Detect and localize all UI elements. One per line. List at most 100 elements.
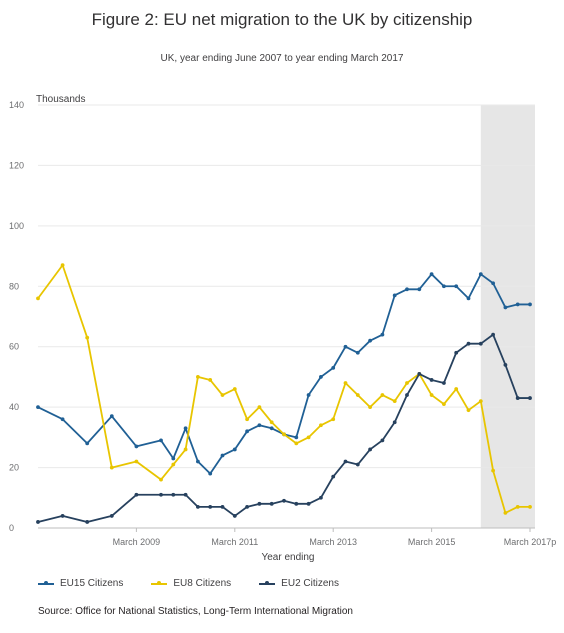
data-point-eu8 <box>466 408 471 413</box>
data-point-eu2 <box>319 495 323 500</box>
x-tick-label: March 2011 <box>211 537 258 547</box>
data-point-eu15 <box>36 405 40 410</box>
data-point-eu8 <box>306 435 311 440</box>
data-point-eu2 <box>417 372 422 376</box>
data-point-eu2 <box>36 520 40 524</box>
legend-item-eu2: EU2 Citizens <box>259 578 339 589</box>
data-point-eu2 <box>380 438 385 443</box>
data-point-eu15 <box>343 344 348 349</box>
data-point-eu15 <box>183 426 188 431</box>
data-point-eu8 <box>269 420 274 425</box>
data-point-eu15 <box>159 438 163 443</box>
data-point-eu8 <box>159 477 163 482</box>
y-tick-label: 0 <box>9 523 14 533</box>
data-point-eu15 <box>417 287 422 292</box>
data-point-eu15 <box>306 393 311 397</box>
legend-swatch-eu15 <box>38 580 54 585</box>
data-point-eu8 <box>380 393 385 397</box>
series-line-eu15 <box>37 273 530 475</box>
data-point-eu2 <box>134 492 139 497</box>
data-point-eu8 <box>528 504 532 509</box>
y-tick-label: 60 <box>9 342 19 352</box>
data-point-eu15 <box>368 338 372 343</box>
legend-item-eu8: EU8 Citizens <box>151 578 231 589</box>
data-point-eu8 <box>183 447 188 452</box>
data-point-eu8 <box>442 402 446 407</box>
legend-swatch-eu8 <box>151 580 168 585</box>
legend-label-eu2: EU2 Citizens <box>281 578 339 589</box>
legend-item-eu15: EU15 Citizens <box>38 578 123 589</box>
data-point-eu2 <box>257 501 262 506</box>
data-point-eu8 <box>515 504 520 509</box>
data-point-eu8 <box>232 387 237 391</box>
data-point-eu8 <box>282 432 286 437</box>
data-point-eu2 <box>392 420 397 425</box>
data-point-eu2 <box>491 332 495 337</box>
data-point-eu8 <box>478 399 483 403</box>
y-tick-label: 140 <box>9 100 24 110</box>
data-point-eu2 <box>171 492 176 497</box>
data-point-eu15 <box>491 281 495 286</box>
data-point-eu8 <box>85 335 90 340</box>
chart-title: Figure 2: EU net migration to the UK by … <box>91 10 473 29</box>
series-line-eu8 <box>37 264 530 514</box>
data-point-eu2 <box>109 514 114 518</box>
data-point-eu15 <box>85 441 90 446</box>
data-point-eu8 <box>491 468 495 473</box>
data-point-eu8 <box>196 375 200 379</box>
data-point-eu15 <box>208 471 213 476</box>
data-point-eu2 <box>60 514 65 518</box>
y-tick-label: 80 <box>9 281 19 291</box>
data-point-eu8 <box>319 423 323 428</box>
data-point-eu8 <box>429 393 434 397</box>
data-point-eu2 <box>528 396 532 400</box>
x-axis-label: Year ending <box>261 552 314 563</box>
data-point-eu15 <box>196 459 200 464</box>
data-point-eu2 <box>282 498 286 503</box>
provisional-shaded-region <box>480 105 535 528</box>
y-axis-label: Thousands <box>36 94 85 105</box>
legend: EU15 Citizens EU8 Citizens EU2 Citizens <box>38 578 339 589</box>
data-point-eu15 <box>220 453 225 458</box>
data-point-eu15 <box>515 302 520 307</box>
data-point-eu15 <box>331 365 336 370</box>
data-point-eu15 <box>269 426 274 431</box>
data-point-eu8 <box>134 459 139 464</box>
data-point-eu8 <box>220 393 225 397</box>
data-point-eu15 <box>392 293 397 298</box>
data-point-eu15 <box>442 284 446 289</box>
data-point-eu8 <box>109 465 114 470</box>
data-point-eu8 <box>454 387 459 391</box>
data-point-eu2 <box>159 492 163 497</box>
data-point-eu15 <box>466 296 471 301</box>
data-point-eu15 <box>294 435 299 440</box>
data-point-eu8 <box>405 381 409 385</box>
data-point-eu2 <box>515 396 520 400</box>
data-point-eu2 <box>232 514 237 518</box>
x-tick-label: March 2009 <box>113 537 161 547</box>
data-point-eu8 <box>355 393 360 397</box>
chart-subtitle: UK, year ending June 2007 to year ending… <box>160 53 404 64</box>
data-point-eu8 <box>503 510 508 515</box>
x-tick-label: March 2017p <box>504 537 557 547</box>
data-point-eu8 <box>343 381 348 385</box>
data-point-eu8 <box>36 296 40 301</box>
data-point-eu2 <box>478 341 483 346</box>
data-point-eu15 <box>503 305 508 310</box>
data-point-eu2 <box>343 459 348 464</box>
data-point-eu2 <box>85 520 90 524</box>
data-point-eu2 <box>220 504 225 509</box>
x-tick-label: March 2015 <box>408 537 456 547</box>
legend-swatch-eu2 <box>259 580 276 585</box>
data-point-eu15 <box>109 414 114 419</box>
data-point-eu8 <box>331 417 336 422</box>
legend-label-eu8: EU8 Citizens <box>173 578 232 589</box>
data-point-eu15 <box>171 456 176 461</box>
data-point-eu15 <box>319 375 323 379</box>
data-point-eu2 <box>269 501 274 506</box>
data-point-eu15 <box>528 302 532 307</box>
source-note: Source: Office for National Statistics, … <box>38 606 353 617</box>
data-point-eu8 <box>245 417 250 422</box>
y-tick-label: 100 <box>9 221 24 231</box>
data-point-eu8 <box>257 405 262 410</box>
